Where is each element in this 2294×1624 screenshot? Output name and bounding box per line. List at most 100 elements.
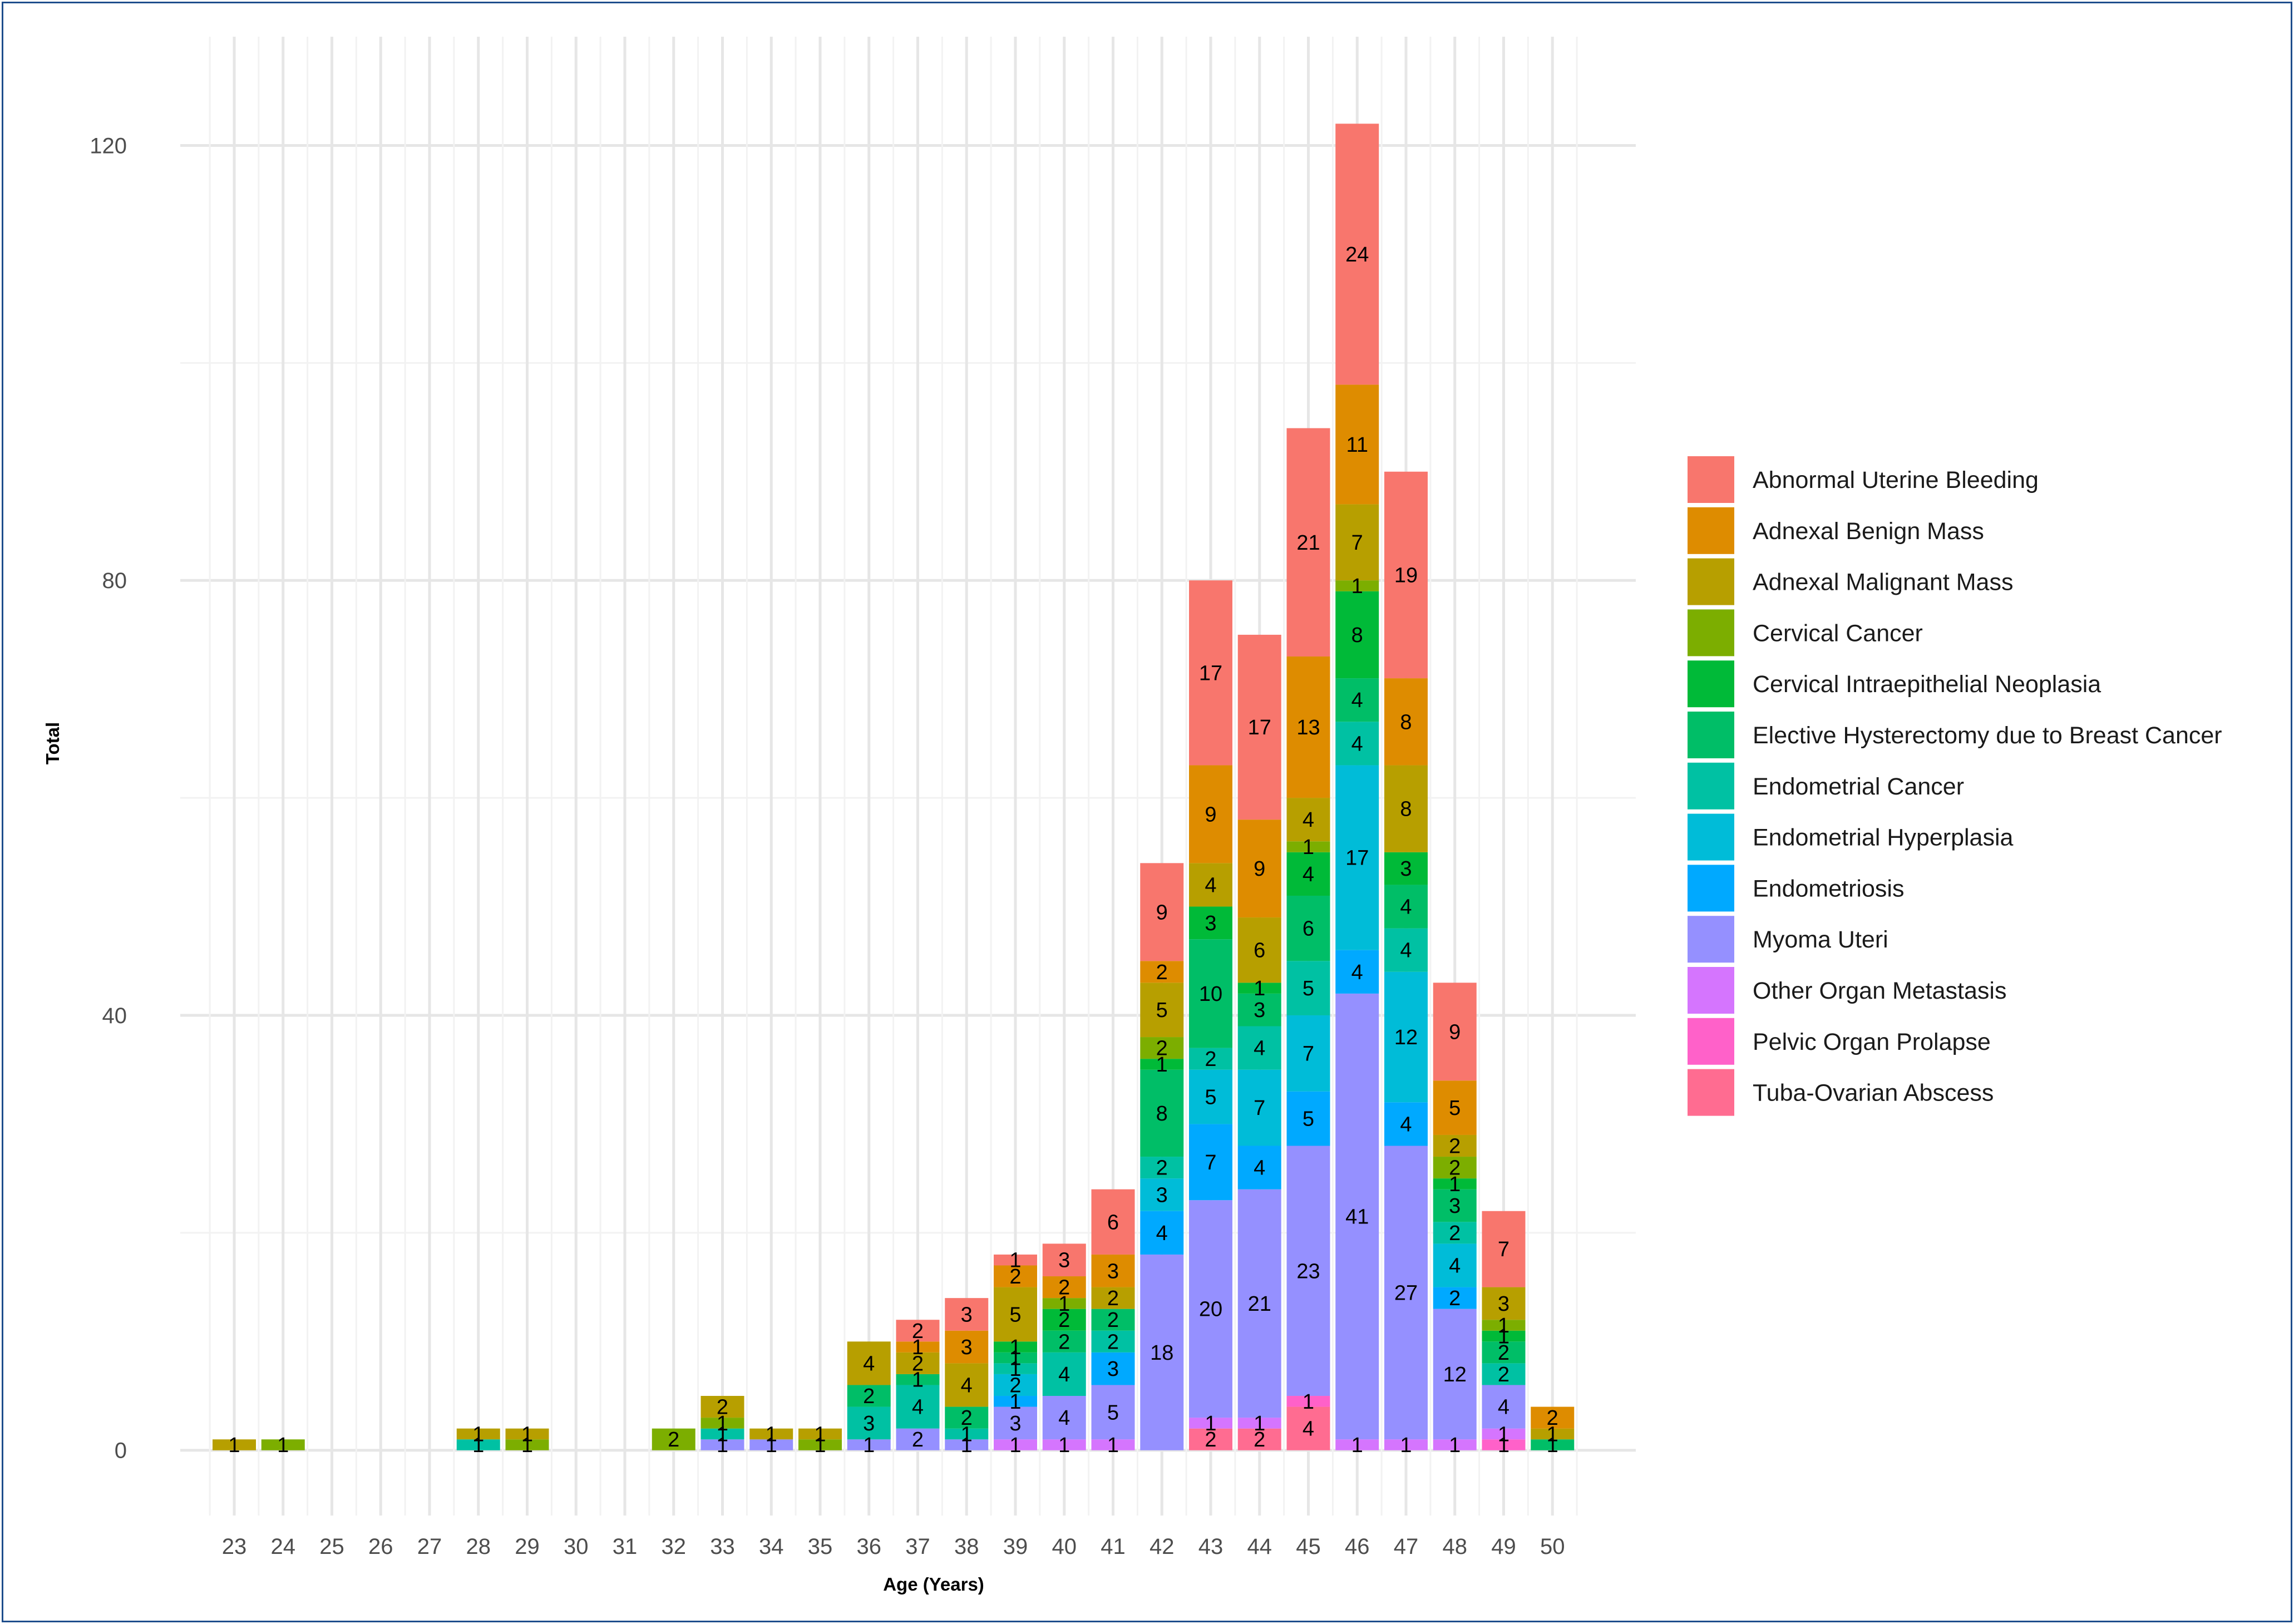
bar-value-label: 1 [1009,1434,1021,1457]
bar-value-label: 5 [1205,1086,1216,1109]
bar-value-label: 1 [472,1423,484,1446]
bar-value-label: 8 [1156,1102,1168,1126]
bar-value-label: 4 [961,1374,973,1397]
bar-value-label: 2 [1058,1330,1070,1354]
bar-value-label: 2 [1156,1037,1168,1060]
bar-value-label: 3 [1449,1194,1461,1218]
bar-segment [1433,1222,1477,1244]
legend-key [1688,660,1734,708]
bar-value-label: 1 [766,1423,777,1446]
legend-key [1688,813,1734,861]
bar-value-label: 1 [277,1434,289,1457]
bar-segment [1531,1406,1575,1429]
x-tick-label: 48 [1443,1534,1468,1559]
bar-segment [1237,1418,1281,1429]
bar-value-label: 1 [717,1434,728,1457]
bar-value-label: 1 [1351,575,1363,598]
legend: Abnormal Uterine Bleeding Adnexal Benign … [1688,456,2222,1116]
bar-segment [847,1385,891,1407]
legend-key [1688,865,1734,912]
bar-segment [896,1428,940,1450]
bar-segment [994,1254,1037,1266]
bar-segment [1237,1189,1281,1418]
bar-value-label: 10 [1199,983,1222,1006]
bar-value-label: 1 [1351,1434,1363,1457]
grid [180,37,1636,1516]
bar-value-label: 1 [1303,1390,1314,1414]
bar-value-label: 5 [1009,1303,1021,1326]
bar-segment [1384,471,1428,679]
bar-value-label: 1 [1009,1390,1021,1414]
bar-value-label: 1 [1254,1412,1265,1435]
bar-value-label: 1 [1205,1412,1216,1435]
bar-value-label: 1 [1400,1434,1412,1457]
bar-value-label: 5 [1449,1097,1461,1120]
bar-segment [1335,1439,1379,1450]
bar-segment [1286,656,1330,798]
bar-segment [1286,428,1330,657]
bar-segment [1335,765,1379,950]
x-tick-label: 49 [1491,1534,1516,1559]
bar-segment [1140,961,1184,983]
bar-value-label: 1 [1009,1336,1021,1359]
bar-value-label: 2 [1156,961,1168,984]
bar-segment [847,1439,891,1450]
bar-segment [994,1265,1037,1287]
bar-segment [1189,1418,1232,1429]
bar-segment [1237,917,1281,983]
bar-value-label: 3 [961,1303,973,1326]
bar-value-label: 2 [912,1352,924,1375]
bar-segment [1286,1015,1330,1092]
bar-value-label: 24 [1345,243,1369,266]
bar-segment [1384,885,1428,929]
x-axis-title: Age (Years) [883,1574,984,1595]
x-tick-label: 37 [905,1534,930,1559]
legend-label: Tuba-Ovarian Abscess [1753,1080,1994,1107]
bar-segment [1482,1341,1526,1364]
bar-segment [1433,1309,1477,1440]
bar-value-label: 18 [1150,1341,1173,1365]
bar-segment [994,1363,1037,1374]
x-tick-label: 50 [1540,1534,1565,1559]
bar-value-label: 1 [961,1434,973,1457]
bar-value-label: 2 [1058,1276,1070,1300]
bar-segment [1286,1396,1330,1407]
bar-value-label: 17 [1345,847,1369,870]
bar-segment [1091,1189,1135,1255]
bar-value-label: 8 [1400,710,1412,734]
bar-segment [945,1298,989,1331]
bar-segment [1384,852,1428,885]
x-tick-label: 26 [368,1534,393,1559]
legend-key [1688,456,1734,503]
bar-value-label: 12 [1394,1026,1418,1049]
bar-value-label: 1 [1107,1434,1119,1457]
bar-value-label: 11 [1346,433,1368,457]
bar-segment [994,1396,1037,1407]
legend-label: Adnexal Malignant Mass [1753,569,2013,596]
bar-segment [1237,993,1281,1026]
bar-segment [1433,1178,1477,1189]
bar-segment [1482,1211,1526,1287]
bar-value-label: 20 [1199,1298,1222,1321]
bar-segment [1042,1439,1086,1450]
bar-segment [1482,1385,1526,1429]
bar-segment [896,1320,940,1342]
bar-value-label: 5 [1156,999,1168,1022]
bar-segment [1189,1124,1232,1201]
bar-segment [945,1406,989,1429]
bar-segment [505,1428,549,1440]
bar-value-label: 2 [912,1320,924,1343]
legend-key [1688,916,1734,963]
bar-segment [1433,1134,1477,1157]
bar-segment [896,1385,940,1429]
bar-segment [1189,1428,1232,1450]
bar-value-label: 2 [1009,1374,1021,1397]
bar-value-label: 9 [1254,857,1265,881]
bar-value-label: 3 [1107,1358,1119,1381]
bar-segment [1091,1287,1135,1309]
bar-segment [1335,124,1379,385]
bar-value-label: 1 [1498,1314,1509,1337]
bar-segment [1042,1352,1086,1396]
bar-segment [261,1439,305,1450]
